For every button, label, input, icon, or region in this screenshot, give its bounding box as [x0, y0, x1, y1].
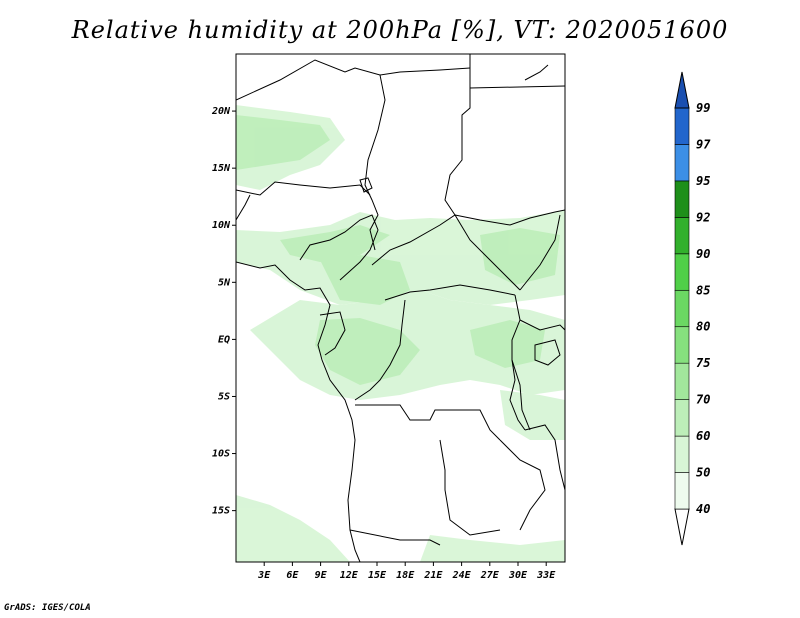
lon-label: 9E	[315, 570, 328, 581]
border-mali-algeria	[236, 194, 251, 221]
lake-tanganyika	[511, 359, 531, 431]
lon-label: 33E	[536, 570, 556, 581]
shade-core-west	[236, 115, 330, 170]
colorbar-label: 99	[696, 101, 710, 115]
colorbar-band	[674, 180, 690, 218]
colorbar-label: 50	[696, 466, 710, 480]
border-nigeria-cameroon	[299, 214, 379, 281]
lat-label: 10N	[212, 220, 231, 231]
colorbar-label: 95	[696, 174, 710, 188]
colorbar-label: 40	[696, 502, 710, 516]
map-frame	[235, 53, 566, 563]
border-car-south	[384, 284, 516, 301]
colorbar-band	[674, 289, 690, 328]
lon-label: 18E	[396, 570, 415, 581]
longitude-axis: 3E 6E 9E 12E 15E 18E 21E 24E 27E 30E 33E	[257, 562, 556, 581]
shade-southeast	[420, 535, 565, 562]
lon-label: 27E	[480, 570, 500, 581]
lake-chad	[359, 177, 373, 193]
lon-label: 21E	[423, 570, 443, 581]
border-tanzania	[524, 424, 565, 491]
colorbar-band	[674, 107, 690, 145]
coastline-borders	[236, 54, 565, 562]
colorbar-bottom-arrow	[674, 508, 690, 546]
lat-label: 15S	[212, 506, 230, 517]
colorbar-label: 97	[696, 137, 711, 151]
border-drc-east	[509, 294, 526, 431]
chart-title: Relative humidity at 200hPa [%], VT: 202…	[71, 16, 729, 44]
shade-southwest	[236, 495, 350, 562]
shade-core-lakes	[470, 320, 545, 368]
border-chad-sudan	[364, 74, 386, 251]
lon-label: 3E	[257, 570, 271, 581]
colorbar-band	[674, 144, 690, 182]
colorbar-label: 60	[696, 429, 710, 443]
coastline-west	[236, 261, 361, 562]
lat-label: 5N	[218, 277, 231, 288]
lake-victoria	[534, 339, 561, 366]
colorbar-legend: 40 50 60 70 75 80 85 90 92 95 97 99	[674, 71, 711, 546]
lat-label: 20N	[211, 106, 231, 117]
colorbar-band	[674, 362, 690, 400]
shade-core-congo	[315, 318, 420, 385]
shade-core-central	[320, 255, 410, 305]
lat-label: 15N	[212, 163, 231, 174]
shade-core-east	[480, 228, 560, 285]
lon-label: 30E	[508, 570, 528, 581]
border-egypt-north	[469, 85, 565, 89]
credit-text: GrADS: IGES/COLA	[4, 603, 91, 613]
humidity-shading-strong	[236, 115, 560, 385]
border-egypt-sudan	[444, 54, 471, 216]
border-angola-zambia	[439, 439, 501, 536]
colorbar-band	[674, 435, 690, 473]
border-niger-nigeria	[236, 181, 371, 196]
shade-westafrica-band	[236, 210, 565, 305]
colorbar-band	[674, 472, 690, 510]
colorbar-band	[674, 399, 690, 437]
colorbar-label: 92	[696, 210, 710, 224]
colorbar-band	[674, 217, 690, 255]
lon-label: 6E	[286, 570, 299, 581]
border-namibia	[349, 529, 441, 546]
border-ethiopia	[519, 214, 561, 291]
lon-label: 24E	[452, 570, 472, 581]
colorbar-label: 70	[696, 393, 710, 407]
border-libya-chad	[236, 59, 471, 101]
border-angola-north	[355, 404, 501, 441]
lon-label: 15E	[368, 570, 387, 581]
lon-label: 12E	[340, 570, 359, 581]
colorbar-label: 85	[696, 283, 710, 297]
lat-label: 5S	[218, 391, 230, 402]
border-sudan-ssudan	[454, 209, 565, 226]
colorbar-top-arrow	[674, 71, 690, 109]
border-gabon	[319, 311, 346, 356]
lat-label: 10S	[212, 449, 230, 460]
border-uganda	[519, 319, 565, 331]
colorbar-label: 80	[696, 320, 710, 334]
shade-east	[500, 390, 565, 440]
colorbar-label: 75	[696, 356, 710, 370]
colorbar-band	[674, 253, 690, 291]
border-congo-drc	[354, 299, 406, 401]
lat-label: EQ	[218, 334, 230, 345]
latitude-axis: 20N 15N 10N 5N EQ 5S 10S 15S	[211, 106, 236, 517]
border-zambia-east	[499, 439, 546, 531]
colorbar-band	[674, 326, 690, 364]
coast-nile-delta	[524, 64, 549, 81]
colorbar-label: 90	[696, 247, 710, 261]
shade-core-band	[280, 225, 390, 262]
